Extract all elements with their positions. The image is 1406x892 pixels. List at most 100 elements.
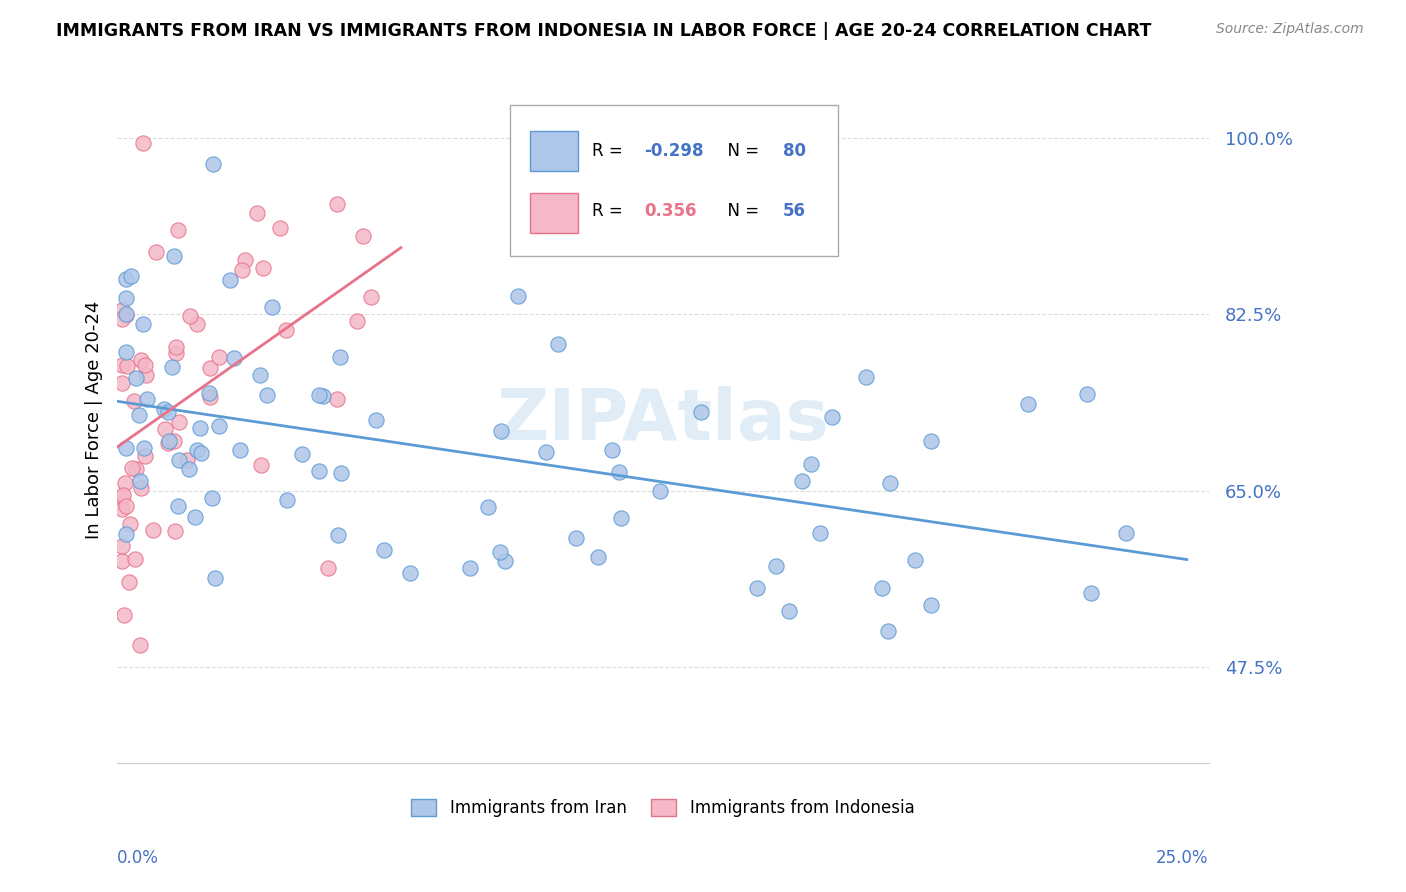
Text: 0.356: 0.356 bbox=[644, 202, 697, 220]
Point bbox=[1115, 526, 1137, 541]
Text: R =: R = bbox=[592, 202, 628, 220]
Point bbox=[747, 582, 769, 596]
Point bbox=[132, 442, 155, 456]
Point bbox=[142, 523, 165, 537]
Point bbox=[364, 413, 387, 427]
Point bbox=[276, 323, 298, 337]
Point bbox=[1076, 387, 1098, 401]
Point bbox=[125, 371, 148, 385]
Y-axis label: In Labor Force | Age 20-24: In Labor Force | Age 20-24 bbox=[86, 301, 103, 540]
Point bbox=[176, 452, 198, 467]
Point bbox=[201, 491, 224, 506]
Point bbox=[124, 552, 146, 566]
Point bbox=[118, 517, 141, 532]
Text: 25.0%: 25.0% bbox=[1156, 849, 1209, 867]
Point bbox=[115, 526, 138, 541]
Point bbox=[165, 340, 187, 354]
Point bbox=[904, 553, 927, 567]
Point bbox=[198, 361, 221, 376]
Point bbox=[329, 466, 352, 480]
Point bbox=[115, 291, 138, 305]
Point bbox=[110, 502, 132, 516]
Text: N =: N = bbox=[717, 143, 765, 161]
Legend: Immigrants from Iran, Immigrants from Indonesia: Immigrants from Iran, Immigrants from In… bbox=[405, 792, 921, 823]
Point bbox=[132, 317, 155, 331]
Point bbox=[114, 475, 136, 490]
Point bbox=[790, 474, 813, 488]
Point bbox=[179, 309, 201, 323]
Point bbox=[489, 545, 512, 559]
Point bbox=[111, 488, 134, 502]
Point bbox=[276, 493, 298, 508]
Point bbox=[920, 434, 942, 448]
Point bbox=[855, 370, 877, 384]
Point bbox=[1080, 585, 1102, 599]
Point bbox=[157, 436, 180, 450]
Point bbox=[233, 253, 256, 268]
Point bbox=[169, 453, 191, 467]
Point bbox=[879, 476, 901, 491]
Text: Source: ZipAtlas.com: Source: ZipAtlas.com bbox=[1216, 22, 1364, 37]
Point bbox=[125, 462, 148, 476]
Point bbox=[326, 197, 349, 211]
Point bbox=[186, 317, 208, 331]
Text: -0.298: -0.298 bbox=[644, 143, 704, 161]
Point bbox=[208, 350, 231, 364]
Point bbox=[870, 581, 893, 595]
Point bbox=[121, 461, 143, 475]
Point bbox=[201, 157, 224, 171]
Point bbox=[159, 434, 181, 448]
Point bbox=[689, 405, 711, 419]
Point bbox=[110, 376, 132, 390]
Point bbox=[153, 422, 176, 436]
Point bbox=[600, 443, 623, 458]
Point bbox=[249, 368, 271, 382]
Text: 56: 56 bbox=[783, 202, 806, 220]
Point bbox=[920, 599, 942, 613]
Point bbox=[110, 358, 132, 372]
Point bbox=[250, 458, 273, 472]
Point bbox=[360, 290, 382, 304]
FancyBboxPatch shape bbox=[530, 131, 578, 171]
Point bbox=[157, 404, 180, 418]
Point bbox=[115, 308, 138, 322]
Point bbox=[163, 249, 186, 263]
Point bbox=[494, 554, 516, 568]
Point bbox=[110, 491, 132, 505]
Point bbox=[112, 608, 135, 623]
Point bbox=[325, 392, 347, 407]
Point bbox=[110, 302, 132, 317]
Point bbox=[607, 465, 630, 479]
Point bbox=[808, 525, 831, 540]
Point bbox=[609, 510, 631, 524]
Point bbox=[506, 288, 529, 302]
Point bbox=[256, 388, 278, 402]
Point bbox=[586, 549, 609, 564]
Point bbox=[222, 351, 245, 365]
FancyBboxPatch shape bbox=[510, 105, 838, 256]
Point bbox=[269, 221, 291, 235]
Point bbox=[547, 336, 569, 351]
Point bbox=[373, 542, 395, 557]
Text: N =: N = bbox=[717, 202, 765, 220]
Point bbox=[208, 419, 231, 434]
Point bbox=[114, 499, 136, 513]
Text: ZIPAtlas: ZIPAtlas bbox=[496, 385, 830, 455]
Point bbox=[110, 553, 132, 567]
Point bbox=[260, 301, 283, 315]
Point bbox=[134, 450, 156, 464]
Point bbox=[328, 528, 350, 542]
Point bbox=[135, 368, 157, 382]
Point bbox=[128, 639, 150, 653]
Point bbox=[246, 206, 269, 220]
Point bbox=[231, 262, 253, 277]
Point bbox=[821, 410, 844, 425]
Point bbox=[316, 561, 339, 575]
Point bbox=[166, 499, 188, 513]
Point bbox=[329, 350, 352, 364]
Point bbox=[115, 307, 138, 321]
Point bbox=[778, 604, 800, 618]
Point bbox=[877, 624, 900, 639]
Point bbox=[353, 229, 375, 244]
Point bbox=[163, 524, 186, 538]
